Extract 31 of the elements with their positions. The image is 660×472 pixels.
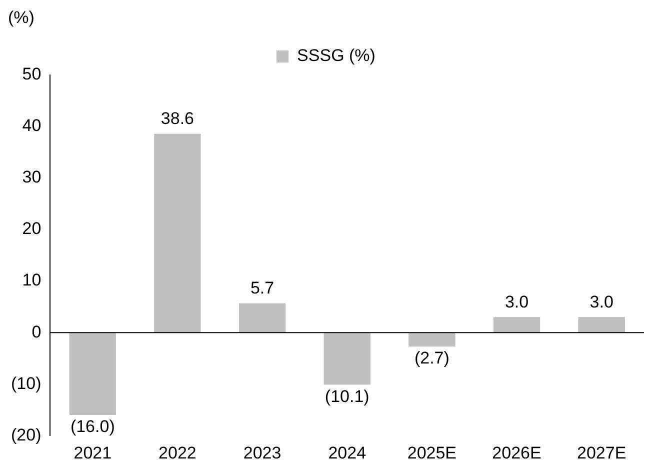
bar: [154, 134, 201, 333]
y-tick-label: (20): [10, 425, 42, 444]
data-label: (10.1): [324, 386, 370, 406]
y-tick-label: (10): [10, 374, 42, 393]
bar: [408, 332, 456, 346]
bar: [493, 317, 540, 333]
y-tick-label: 40: [22, 116, 42, 136]
x-tick-label: 2021: [74, 443, 112, 462]
x-tick-label: 2022: [158, 443, 196, 462]
bar: [324, 332, 370, 385]
x-tick-label: 2027E: [577, 443, 626, 462]
legend-label: SSSG (%): [297, 46, 376, 66]
data-label: (16.0): [70, 417, 115, 436]
bar: [69, 332, 116, 415]
y-tick-label: 30: [22, 168, 42, 187]
y-tick-label: 10: [22, 270, 42, 290]
x-tick-label: 2023: [243, 443, 282, 462]
bar: [578, 317, 625, 333]
x-tick-label: 2026E: [492, 443, 542, 462]
y-tick-label: 50: [22, 64, 42, 84]
x-tick-label: 2024: [328, 443, 366, 462]
bar: [238, 303, 286, 333]
y-tick-label: 20: [22, 219, 42, 238]
y-axis-title: (%): [8, 8, 34, 28]
data-label: 3.0: [590, 292, 614, 312]
data-label: (2.7): [414, 348, 450, 368]
x-tick-label: 2025E: [407, 443, 457, 462]
data-label: 38.6: [160, 108, 194, 128]
y-tick-label: 0: [32, 322, 42, 342]
data-label: 3.0: [504, 292, 529, 312]
data-label: 5.7: [250, 278, 274, 298]
